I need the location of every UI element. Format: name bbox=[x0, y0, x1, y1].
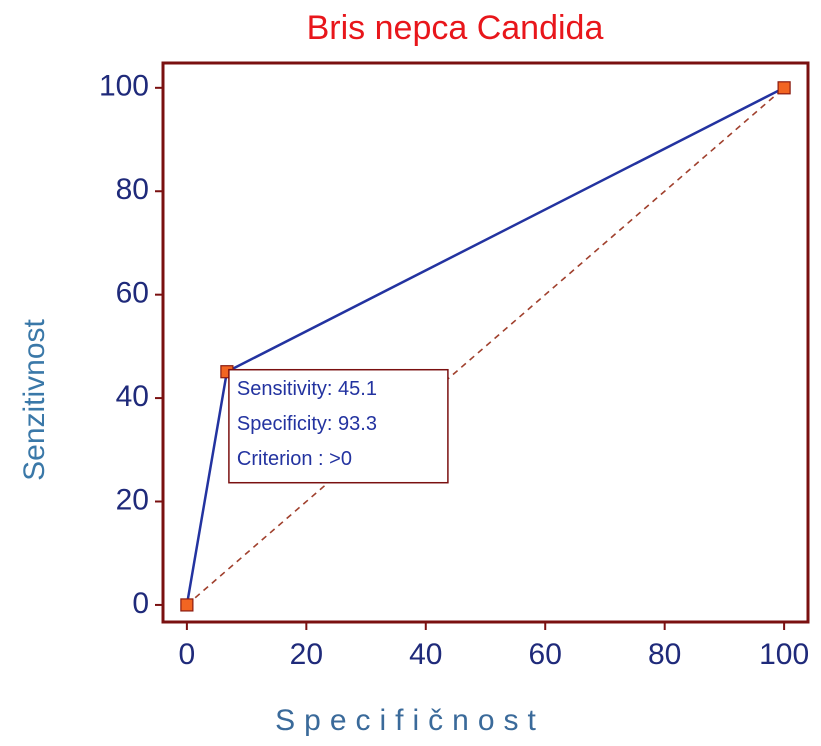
x-tick-label: 40 bbox=[409, 638, 442, 671]
x-tick-label: 20 bbox=[290, 638, 323, 671]
x-tick-label: 60 bbox=[529, 638, 562, 671]
annotation-box bbox=[228, 368, 449, 484]
annotation-text: Specificity: 93.3 bbox=[237, 413, 377, 435]
annotation: Sensitivity: 45.1 Specificity: 93.3 Criter… bbox=[228, 368, 449, 484]
point-marker bbox=[777, 81, 791, 95]
x-tick-label: 0 bbox=[179, 638, 196, 671]
annotation-text: Criterion : >0 bbox=[237, 448, 352, 470]
y-axis-label: Senzitivnost bbox=[18, 318, 51, 480]
y-tick-label: 80 bbox=[116, 173, 149, 206]
x-tick-label: 80 bbox=[648, 638, 681, 671]
y-tick-label: 60 bbox=[116, 277, 149, 310]
annotation-text: Sensitivity: 45.1 bbox=[237, 378, 377, 400]
y-tick-label: 0 bbox=[132, 587, 149, 620]
y-tick-label: 40 bbox=[116, 380, 149, 413]
x-axis-label: Specifičnost bbox=[275, 704, 545, 737]
point-marker bbox=[180, 598, 194, 612]
plot-area bbox=[161, 61, 810, 624]
y-tick-label: 20 bbox=[116, 483, 149, 516]
chart-title: Bris nepca Candida bbox=[307, 9, 604, 47]
y-tick-label: 100 bbox=[99, 70, 149, 103]
x-tick-label: 100 bbox=[759, 638, 809, 671]
